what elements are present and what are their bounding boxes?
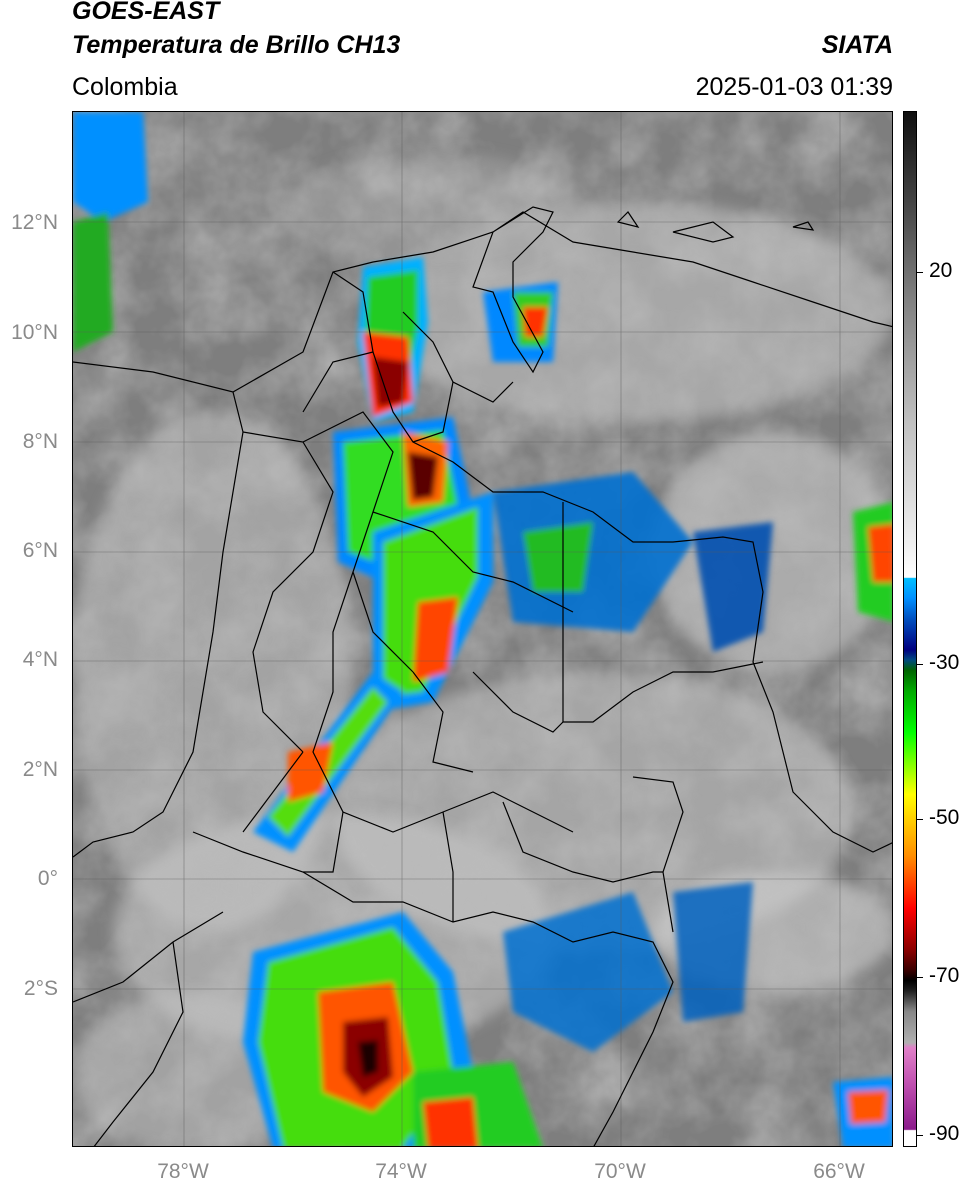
graticule (73, 112, 892, 1146)
colorbar-tick-m50 (917, 819, 923, 820)
colorbar (903, 111, 917, 1147)
lat-label-6n: 6°N (22, 539, 58, 562)
colorbar-label-20: 20 (929, 259, 953, 282)
lon-label-70w: 70°W (594, 1160, 646, 1183)
lat-label-0: 0° (37, 867, 58, 890)
lon-label-78w: 78°W (157, 1160, 209, 1183)
colorbar-label-m90: -90 (929, 1122, 960, 1145)
satellite-title: GOES-EAST (72, 0, 220, 25)
convective-cells (73, 112, 892, 1146)
lat-label-2n: 2°N (22, 758, 58, 781)
agency-label: SIATA (821, 31, 893, 59)
region-label: Colombia (72, 73, 178, 101)
lat-label-8n: 8°N (22, 430, 58, 453)
satellite-map[interactable] (72, 111, 893, 1147)
lat-label-12n: 12°N (11, 211, 58, 234)
colorbar-tick-m70 (917, 977, 923, 978)
lat-label-2s: 2°S (23, 977, 58, 1000)
product-title: Temperatura de Brillo CH13 (72, 31, 401, 59)
lat-label-10n: 10°N (11, 321, 58, 344)
colorbar-tick-m90 (917, 1135, 923, 1136)
colorbar-label-m50: -50 (929, 806, 960, 829)
brightness-temperature-image (73, 112, 892, 1146)
colorbar-tick-m30 (917, 664, 923, 665)
colorbar-tick-20 (917, 272, 923, 273)
datetime-label: 2025-01-03 01:39 (695, 73, 893, 101)
colorbar-label-m70: -70 (929, 964, 960, 987)
colorbar-label-m30: -30 (929, 651, 960, 674)
lat-label-4n: 4°N (22, 648, 58, 671)
lon-label-66w: 66°W (813, 1160, 865, 1183)
borders (73, 206, 892, 1146)
lon-label-74w: 74°W (375, 1160, 427, 1183)
